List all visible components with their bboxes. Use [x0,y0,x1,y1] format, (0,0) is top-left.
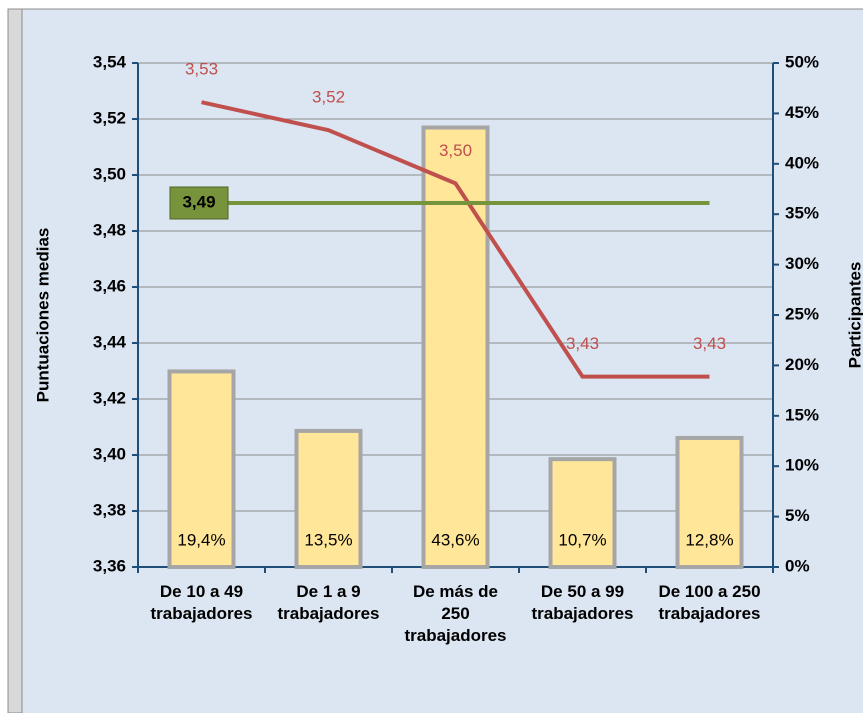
x-tick-label-line: trabajadores [404,626,506,645]
y2-axis-title: Participantes [845,262,863,369]
reference-label: 3,49 [182,192,215,211]
x-tick-label-line: 250 [441,604,469,623]
y2-tick-label: 50% [785,52,819,71]
bar [675,435,744,570]
y-tick-label: 3,48 [93,220,126,239]
x-tick-label-line: De 1 a 9 [296,582,360,601]
x-tick-label: De 1 a 9 trabajadores [277,582,379,623]
x-tick-label: De 100 a 250 trabajadores [658,582,760,623]
reference-label-box [169,186,229,220]
bar [548,457,617,570]
y-axis-title: Puntuaciones medias [33,228,52,403]
line-label: 3,43 [566,334,599,353]
y-tick-label: 3,40 [93,444,126,463]
line [201,100,710,379]
line-label: 3,50 [439,141,472,160]
y2-tick-label: 5% [785,506,810,525]
left-strip [7,8,23,713]
x-tick-label: De más de 250 trabajadores [404,582,506,645]
y-tick-label: 3,50 [93,164,126,183]
y2-tick-label: 45% [785,103,819,122]
bar-label: 12,8% [685,530,733,549]
x-tick-label-line: trabajadores [658,604,760,623]
y2-tick-label: 25% [785,304,819,323]
x-tick-label-line: De más de [413,582,498,601]
y2-tick-label: 10% [785,456,819,475]
y-tick-label: 3,44 [93,332,127,351]
x-tick-label-line: trabajadores [531,604,633,623]
bar-label: 10,7% [558,530,606,549]
line-label: 3,53 [185,60,218,79]
y-tick-label: 3,36 [93,556,126,575]
y2-tick-label: 35% [785,204,819,223]
x-tick-label: De 50 a 99 trabajadores [531,582,633,623]
bar [294,428,363,570]
y2-tick-label: 0% [785,556,810,575]
y-tick-label: 3,52 [93,108,126,127]
x-tick-label-line: De 50 a 99 [541,582,624,601]
line-label: 3,52 [312,88,345,107]
y2-tick-label: 20% [785,355,819,374]
x-tick-label-line: trabajadores [277,604,379,623]
y-tick-label: 3,38 [93,500,126,519]
bar [421,125,490,570]
y-tick-label: 3,54 [93,52,127,71]
y2-tick-label: 40% [785,153,819,172]
line-label: 3,43 [693,334,726,353]
y-tick-label: 3,46 [93,276,126,295]
y2-tick-label: 15% [785,405,819,424]
bar-label: 43,6% [431,530,479,549]
x-tick-label: De 10 a 49 trabajadores [150,582,252,623]
bar [167,369,236,569]
bar-label: 19,4% [177,530,225,549]
y-tick-label: 3,42 [93,388,126,407]
x-tick-label-line: trabajadores [150,604,252,623]
y2-tick-label: 30% [785,254,819,273]
x-tick-label-line: De 100 a 250 [658,582,760,601]
bar-label: 13,5% [304,530,352,549]
x-tick-label-line: De 10 a 49 [160,582,243,601]
